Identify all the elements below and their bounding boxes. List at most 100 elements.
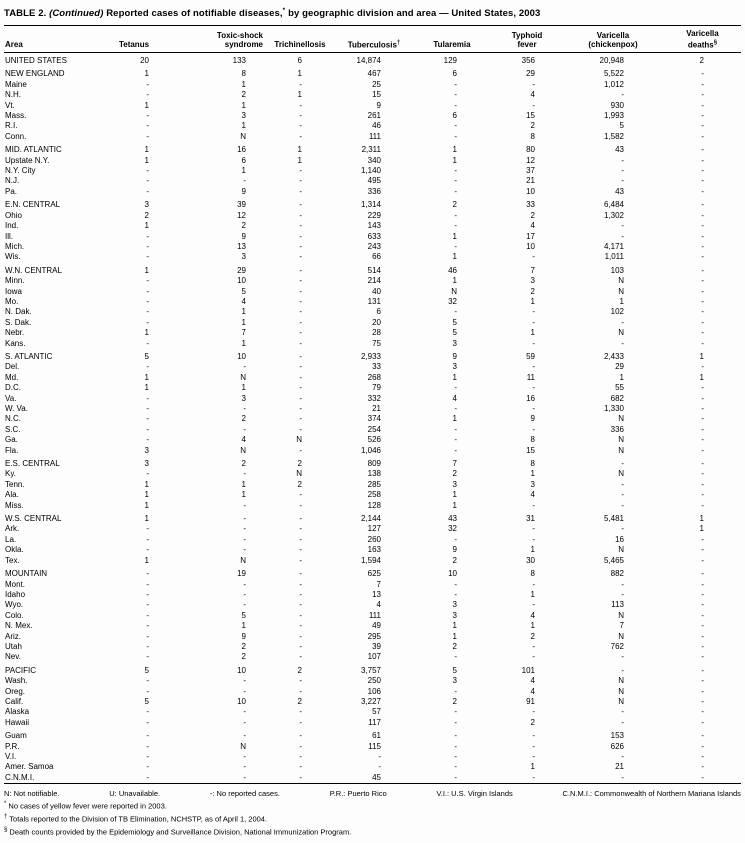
value-cell: - bbox=[701, 393, 704, 403]
value-cell: - bbox=[454, 717, 457, 727]
value-cell: 43 bbox=[448, 514, 457, 524]
area-cell: Del. bbox=[5, 362, 20, 372]
value-cell: 61 bbox=[372, 731, 381, 741]
value-cell: 495 bbox=[367, 176, 381, 186]
value-cell: - bbox=[146, 707, 149, 717]
value-cell: - bbox=[146, 524, 149, 534]
value-cell: 514 bbox=[367, 265, 381, 275]
value-cell: N bbox=[618, 676, 624, 686]
value-cell: N bbox=[618, 435, 624, 445]
area-cell: Md. bbox=[5, 372, 19, 382]
value-cell: 2 bbox=[530, 210, 535, 220]
table-row: Ariz. - 9 - 295 1 2 N - bbox=[4, 632, 741, 642]
value-cell: - bbox=[243, 589, 246, 599]
value-cell: - bbox=[701, 69, 704, 79]
area-cell: Vt. bbox=[5, 100, 15, 110]
value-cell: - bbox=[243, 545, 246, 555]
value-cell: - bbox=[299, 676, 302, 686]
area-cell: Iowa bbox=[5, 286, 22, 296]
table-row: Tenn. 1 1 2 285 3 3 - - bbox=[4, 480, 741, 490]
value-cell: - bbox=[299, 221, 302, 231]
value-cell: 29 bbox=[615, 362, 624, 372]
value-cell: - bbox=[299, 707, 302, 717]
value-cell: 43 bbox=[615, 186, 624, 196]
value-cell: 2 bbox=[297, 665, 302, 675]
value-cell: - bbox=[299, 490, 302, 500]
value-cell: 106 bbox=[367, 686, 381, 696]
table-row: Upstate N.Y. 1 6 1 340 1 12 - - bbox=[4, 156, 741, 166]
value-cell: 1 bbox=[452, 631, 457, 641]
value-cell: - bbox=[146, 362, 149, 372]
value-cell: - bbox=[243, 676, 246, 686]
area-cell: Wyo. bbox=[5, 600, 24, 610]
value-cell: - bbox=[701, 545, 704, 555]
table-row: Minn. - 10 - 214 1 3 N - bbox=[4, 276, 741, 286]
value-cell: - bbox=[701, 131, 704, 141]
value-cell: - bbox=[701, 231, 704, 241]
title-footnote-marker: * bbox=[282, 7, 286, 14]
value-cell: - bbox=[299, 534, 302, 544]
value-cell: - bbox=[701, 555, 704, 565]
value-cell: - bbox=[454, 221, 457, 231]
value-cell: - bbox=[701, 111, 704, 121]
value-cell: - bbox=[299, 100, 302, 110]
value-cell: 374 bbox=[367, 414, 381, 424]
value-cell: - bbox=[532, 383, 535, 393]
table-row: Wis. - 3 - 66 1 - 1,011 - bbox=[4, 252, 741, 262]
area-cell: E.S. CENTRAL bbox=[5, 459, 60, 469]
value-cell: - bbox=[701, 707, 704, 717]
value-cell: 1 bbox=[241, 166, 246, 176]
value-cell: 1 bbox=[452, 490, 457, 500]
value-cell: 4 bbox=[376, 600, 381, 610]
value-cell: 1 bbox=[452, 145, 457, 155]
value-cell: - bbox=[243, 600, 246, 610]
area-cell: P.R. bbox=[5, 741, 20, 751]
value-cell: 10 bbox=[237, 351, 246, 361]
value-cell: - bbox=[701, 383, 704, 393]
value-cell: 1 bbox=[530, 589, 535, 599]
value-cell: - bbox=[454, 241, 457, 251]
value-cell: 268 bbox=[367, 372, 381, 382]
value-cell: 103 bbox=[610, 265, 624, 275]
value-cell: 882 bbox=[610, 569, 624, 579]
value-cell: 526 bbox=[367, 435, 381, 445]
value-cell: - bbox=[532, 579, 535, 589]
value-cell: - bbox=[146, 641, 149, 651]
value-cell: 32 bbox=[448, 524, 457, 534]
area-cell: Idaho bbox=[5, 589, 26, 599]
value-cell: - bbox=[378, 752, 381, 761]
value-cell: - bbox=[621, 665, 624, 675]
value-cell: 1 bbox=[619, 296, 624, 306]
table-row: Ga. - 4 N 526 - 8 N - bbox=[4, 435, 741, 445]
value-cell: - bbox=[299, 372, 302, 382]
value-cell: - bbox=[621, 707, 624, 717]
area-cell: Ga. bbox=[5, 435, 18, 445]
value-cell: - bbox=[454, 772, 457, 782]
value-cell: - bbox=[454, 424, 457, 434]
value-cell: 1,594 bbox=[360, 555, 381, 565]
table-row: Pa. - 9 - 336 - 10 43 - bbox=[4, 187, 741, 197]
value-cell: - bbox=[621, 317, 624, 327]
value-cell: 3 bbox=[241, 111, 246, 121]
table-header: Area Tetanus Toxic-shock syndrome Trichinell… bbox=[4, 25, 741, 53]
value-cell: - bbox=[701, 186, 704, 196]
value-cell: - bbox=[701, 435, 704, 445]
value-cell: 39 bbox=[372, 641, 381, 651]
table-row: N. Dak. - 1 - 6 - - 102 - bbox=[4, 307, 741, 317]
value-cell: - bbox=[701, 90, 704, 100]
value-cell: - bbox=[454, 731, 457, 741]
value-cell: - bbox=[299, 762, 302, 772]
value-cell: - bbox=[454, 383, 457, 393]
area-cell: PACIFIC bbox=[5, 665, 36, 675]
value-cell: - bbox=[299, 600, 302, 610]
value-cell: 40 bbox=[372, 286, 381, 296]
value-cell: 115 bbox=[368, 741, 381, 751]
value-cell: - bbox=[621, 579, 624, 589]
table-row: N.C. - 2 - 374 1 9 N - bbox=[4, 414, 741, 424]
value-cell: - bbox=[701, 317, 704, 327]
value-cell: 1 bbox=[144, 69, 149, 79]
value-cell: - bbox=[146, 569, 149, 579]
value-cell: - bbox=[299, 176, 302, 186]
value-cell: - bbox=[299, 393, 302, 403]
value-cell: 2 bbox=[144, 210, 149, 220]
